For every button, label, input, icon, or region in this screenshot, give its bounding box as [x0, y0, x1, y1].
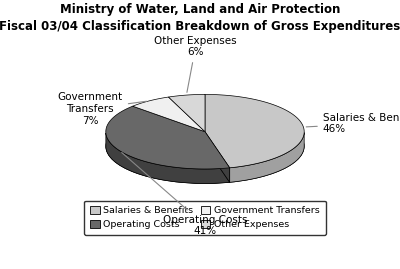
Polygon shape — [205, 132, 230, 182]
Ellipse shape — [106, 109, 304, 183]
Polygon shape — [106, 133, 230, 183]
Polygon shape — [133, 97, 205, 132]
Text: Operating Costs
41%: Operating Costs 41% — [122, 153, 247, 236]
Polygon shape — [230, 133, 304, 182]
Polygon shape — [168, 94, 205, 132]
Polygon shape — [205, 94, 304, 168]
Polygon shape — [106, 106, 230, 169]
Legend: Salaries & Benefits, Operating Costs, Government Transfers, Other Expenses: Salaries & Benefits, Operating Costs, Go… — [84, 201, 326, 235]
Text: Ministry of Water, Land and Air Protection
Fiscal 03/04 Classification Breakdown: Ministry of Water, Land and Air Protecti… — [0, 3, 400, 33]
Text: Salaries & Benefits
46%: Salaries & Benefits 46% — [306, 113, 400, 134]
Polygon shape — [205, 132, 230, 182]
Text: Other Expenses
6%: Other Expenses 6% — [154, 36, 237, 92]
Text: Government
Transfers
7%: Government Transfers 7% — [58, 92, 146, 126]
